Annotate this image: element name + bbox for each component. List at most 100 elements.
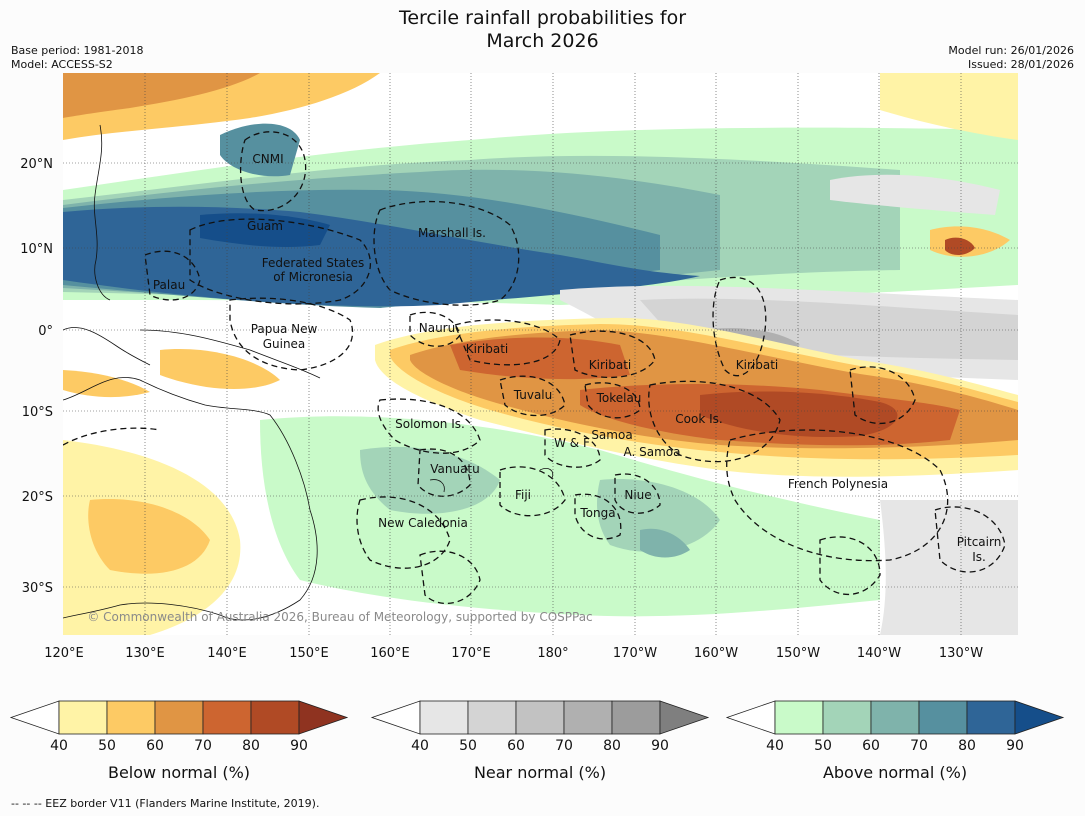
colorbar-bin [515,700,565,735]
lon-tick: 140°E [207,646,247,661]
colorbar-tick: 70 [910,738,928,754]
colorbar-bin [563,700,613,735]
eez-marquesas [849,366,916,425]
colorbar-tick: 80 [958,738,976,754]
label-nauru: Nauru [419,321,455,335]
eez-png [229,297,354,371]
colorbar-below-normal: 40 50 60 70 80 90 Below normal (%) [9,700,349,782]
lon-tick: 140°W [857,646,901,661]
colorbar-tick: 80 [242,738,260,754]
lat-tick: 10°N [20,242,53,257]
meta-left: Base period: 1981-2018 Model: ACCESS-S2 [11,44,143,72]
colorbar-extend-high [1014,700,1065,735]
eez-austral [819,536,881,596]
lon-tick: 170°E [451,646,491,661]
eez-cnmi [240,131,307,212]
eez-wallis-futuna [544,428,601,468]
colorbar-bin [58,700,108,735]
lon-tick: 170°W [613,646,657,661]
coastlines [63,124,554,621]
colorbar-extend-high [659,700,710,735]
map-title: Tercile rainfall probabilities for March… [0,7,1085,53]
label-fiji: Fiji [515,488,531,502]
label-niue: Niue [624,488,651,502]
colorbar-label: Near normal (%) [474,763,606,782]
model-run: Model run: 26/01/2026 [948,44,1074,57]
lon-tick: 120°E [44,646,84,661]
model-name: Model: ACCESS-S2 [11,58,113,71]
colorbar-bin [467,700,517,735]
lat-axis: 20°N 10°N 0° 10°S 20°S 30°S [20,157,53,596]
colorbar-label: Below normal (%) [108,763,250,782]
colorbar-tick: 50 [459,738,477,754]
eez-borders [63,131,1006,604]
label-tokelau: Tokelau [596,391,642,405]
colorbar-bin [774,700,824,735]
colorbar-tick: 40 [50,738,68,754]
colorbar-bin [611,700,661,735]
lon-tick: 130°E [125,646,165,661]
lon-tick: 180° [537,646,568,661]
colorbar-tick: 50 [98,738,116,754]
eez-tokelau [584,382,641,419]
colorbar-bin [918,700,968,735]
label-cook: Cook Is. [675,412,722,426]
colorbar-tick: 90 [1006,738,1024,754]
eez-new-caledonia [356,496,451,569]
eez-footnote: -- -- -- EEZ border V11 (Flanders Marine… [11,797,320,810]
colorbar-bin [419,700,469,735]
label-samoa: Samoa [591,428,632,442]
eez-palau [144,250,201,301]
colorbar-label: Above normal (%) [823,763,967,782]
region-labels: CNMI Guam Marshall Is. Federated States … [153,152,1001,564]
eez-nauru [409,311,461,347]
colorbar-bin [870,700,920,735]
label-marshall: Marshall Is. [418,226,486,240]
eez-solomon [377,398,481,454]
base-period: Base period: 1981-2018 [11,44,144,57]
colorbar-extend-low [9,700,60,735]
colorbar-tick: 40 [766,738,784,754]
colorbar-tick: 60 [507,738,525,754]
label-guam: Guam [247,219,283,233]
label-tuvalu: Tuvalu [513,388,553,402]
colorbar-extend-low [370,700,421,735]
label-palau: Palau [153,278,185,292]
eez-australia-north [63,427,161,446]
fiji-coastline [539,468,554,479]
colorbar-extend-high [298,700,349,735]
lat-tick: 10°S [22,405,53,420]
colorbar-tick: 80 [603,738,621,754]
label-cnmi: CNMI [252,152,283,166]
eez-kiribati-east [712,276,767,377]
label-new-caledonia: New Caledonia [378,516,468,530]
lat-tick: 30°S [22,581,53,596]
colorbar-tick: 60 [862,738,880,754]
vanuatu-coastline [429,479,445,493]
sulawesi-coastline [63,327,151,366]
colorbar-bin [106,700,156,735]
colorbar-above-normal: 40 50 60 70 80 90 Above normal (%) [725,700,1065,782]
lat-tick: 20°S [22,490,53,505]
colorbar-bin [202,700,252,735]
probability-field [63,73,1018,635]
label-fsm-2: of Micronesia [273,270,353,284]
philippines-coastline [93,124,111,301]
label-png-1: Papua New [251,322,318,336]
eez-marshall [373,201,520,306]
lat-tick: 0° [38,324,53,339]
lon-tick: 130°W [939,646,983,661]
colorbar-extend-low [725,700,776,735]
eez-french-polynesia [726,429,949,562]
colorbar-bin [250,700,300,735]
label-kiribati-west: Kiribati [466,342,508,356]
label-fsm-1: Federated States [262,256,364,270]
colorbar-tick: 40 [411,738,429,754]
label-png-2: Guinea [263,337,306,351]
lon-tick: 160°E [370,646,410,661]
lon-tick: 150°W [776,646,820,661]
eez-kiribati-central [569,330,656,379]
colorbar-tick: 70 [194,738,212,754]
new-guinea-coastline [139,329,321,379]
